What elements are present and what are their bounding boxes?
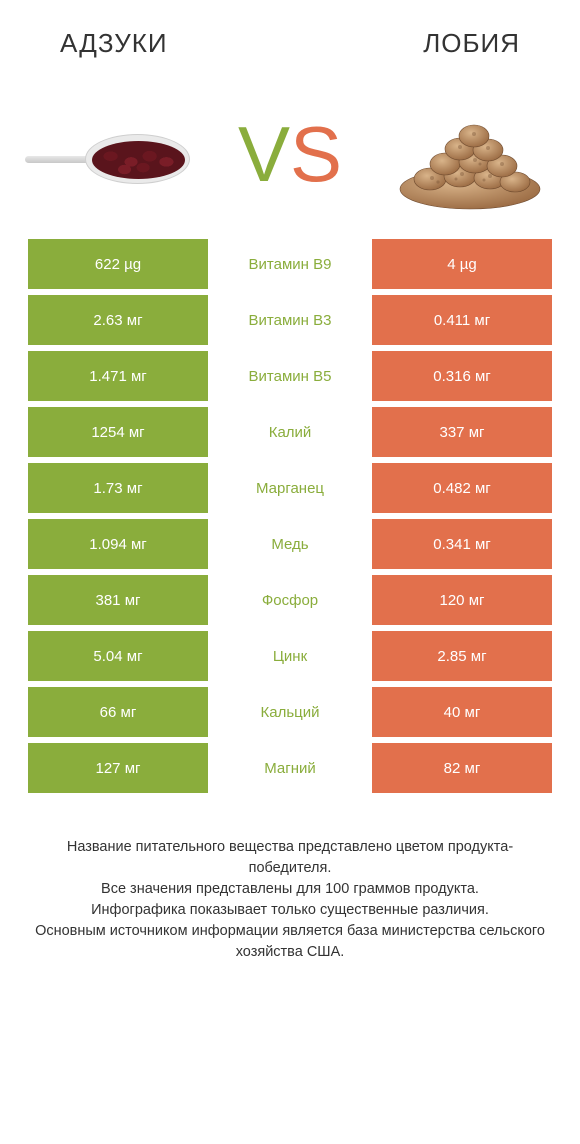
value-left: 5.04 мг	[28, 631, 208, 681]
value-left: 2.63 мг	[28, 295, 208, 345]
nutrient-name: Витамин B5	[208, 351, 372, 401]
value-right: 0.411 мг	[372, 295, 552, 345]
pinto-pile-icon	[390, 94, 550, 214]
nutrient-name: Кальций	[208, 687, 372, 737]
vs-label: VS	[238, 115, 342, 193]
nutrient-name: Марганец	[208, 463, 372, 513]
table-row: 381 мгФосфор120 мг	[28, 575, 552, 625]
nutrient-name: Магний	[208, 743, 372, 793]
table-row: 1254 мгКалий337 мг	[28, 407, 552, 457]
table-row: 127 мгМагний82 мг	[28, 743, 552, 793]
nutrient-name: Витамин B3	[208, 295, 372, 345]
value-left: 1.73 мг	[28, 463, 208, 513]
nutrient-name: Медь	[208, 519, 372, 569]
table-row: 66 мгКальций40 мг	[28, 687, 552, 737]
value-right: 337 мг	[372, 407, 552, 457]
vs-s: S	[290, 110, 342, 198]
value-left: 1.471 мг	[28, 351, 208, 401]
vs-area: VS	[0, 69, 580, 239]
nutrient-name: Фосфор	[208, 575, 372, 625]
adzuki-spoon-icon	[30, 114, 190, 194]
value-right: 2.85 мг	[372, 631, 552, 681]
table-row: 1.73 мгМарганец0.482 мг	[28, 463, 552, 513]
food-image-right	[390, 99, 550, 209]
food-image-left	[30, 99, 190, 209]
value-left: 1254 мг	[28, 407, 208, 457]
nutrient-name: Витамин B9	[208, 239, 372, 289]
value-left: 1.094 мг	[28, 519, 208, 569]
title-right: ЛОБИЯ	[423, 28, 520, 59]
nutrient-name: Цинк	[208, 631, 372, 681]
value-left: 622 µg	[28, 239, 208, 289]
value-left: 127 мг	[28, 743, 208, 793]
value-right: 120 мг	[372, 575, 552, 625]
table-row: 622 µgВитамин B94 µg	[28, 239, 552, 289]
nutrient-name: Калий	[208, 407, 372, 457]
table-row: 5.04 мгЦинк2.85 мг	[28, 631, 552, 681]
value-right: 0.341 мг	[372, 519, 552, 569]
value-right: 4 µg	[372, 239, 552, 289]
value-left: 381 мг	[28, 575, 208, 625]
value-right: 0.316 мг	[372, 351, 552, 401]
vs-v: V	[238, 110, 290, 198]
value-right: 82 мг	[372, 743, 552, 793]
titles-row: АДЗУКИ ЛОБИЯ	[0, 0, 580, 69]
value-right: 0.482 мг	[372, 463, 552, 513]
table-row: 2.63 мгВитамин B30.411 мг	[28, 295, 552, 345]
value-right: 40 мг	[372, 687, 552, 737]
table-row: 1.094 мгМедь0.341 мг	[28, 519, 552, 569]
title-left: АДЗУКИ	[60, 28, 168, 59]
table-row: 1.471 мгВитамин B50.316 мг	[28, 351, 552, 401]
footnote-text: Название питательного вещества представл…	[0, 799, 580, 963]
nutrient-table: 622 µgВитамин B94 µg2.63 мгВитамин B30.4…	[0, 239, 580, 793]
value-left: 66 мг	[28, 687, 208, 737]
